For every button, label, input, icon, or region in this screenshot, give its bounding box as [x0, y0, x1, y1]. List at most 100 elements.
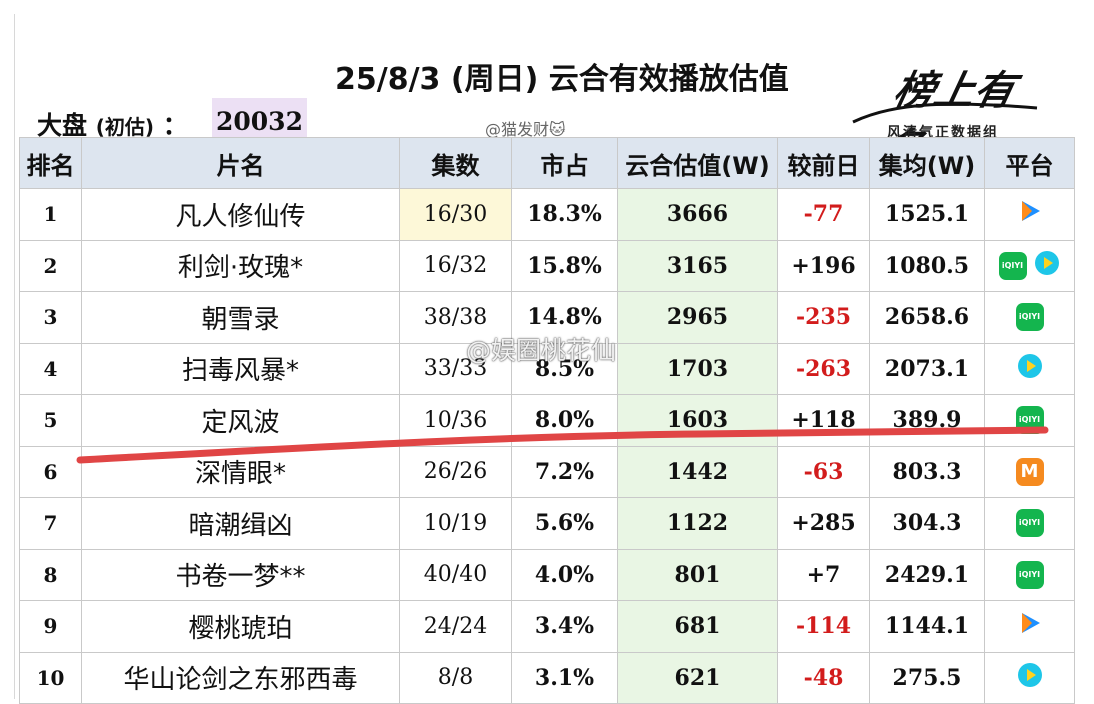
table-body: 1 凡人修仙传 16/30 18.3% 3666 -77 1525.1 2 利剑·玫瑰* 16/3…: [19, 188, 1075, 704]
episodes-cell: 8/8: [399, 651, 512, 704]
table-row: 9 樱桃琥珀 24/24 3.4% 681 -114 1144.1: [19, 600, 1075, 653]
platform-cell: [984, 188, 1075, 241]
col-rank-header: 排名: [19, 137, 82, 189]
iqiyi-icon: iQIYI: [1015, 406, 1044, 435]
share-cell: 7.2%: [511, 445, 618, 498]
title-cell: 利剑·玫瑰*: [81, 239, 400, 292]
col-avg-header: 集均(W): [869, 137, 985, 189]
share-cell: 3.4%: [511, 600, 618, 653]
total-label-text: 大盘: [37, 111, 88, 140]
episodes-cell: 26/26: [399, 445, 512, 498]
table-row: 7 暗潮缉凶 10/19 5.6% 1122 +285 304.3 iQIYI: [19, 497, 1075, 550]
title-cell: 深情眼*: [81, 445, 400, 498]
share-cell: 15.8%: [511, 239, 618, 292]
table-row: 2 利剑·玫瑰* 16/32 15.8% 3165 +196 1080.5 iQIYI: [19, 239, 1075, 292]
title-cell: 凡人修仙传: [81, 188, 400, 241]
col-share-header: 市占: [511, 137, 618, 189]
rank-cell: 2: [19, 239, 82, 292]
table-header-row: 排名 片名 集数 市占 云合估值(W) 较前日 集均(W) 平台: [19, 137, 1075, 189]
change-cell: +196: [777, 239, 870, 292]
episodes-cell: 38/38: [399, 291, 512, 344]
mango-tv-icon: M: [1015, 457, 1044, 486]
rank-cell: 8: [19, 548, 82, 601]
value-cell: 1603: [617, 394, 778, 447]
avg-cell: 275.5: [869, 651, 985, 704]
title-cell: 暗潮缉凶: [81, 497, 400, 550]
col-name-header: 片名: [81, 137, 400, 189]
avg-cell: 1525.1: [869, 188, 985, 241]
value-cell: 3165: [617, 239, 778, 292]
col-episodes-header: 集数: [399, 137, 512, 189]
share-cell: 3.1%: [511, 651, 618, 704]
rank-cell: 1: [19, 188, 82, 241]
episodes-cell: 24/24: [399, 600, 512, 653]
rank-cell: 7: [19, 497, 82, 550]
youku-icon: [1016, 661, 1044, 695]
episodes-cell: 40/40: [399, 548, 512, 601]
total-label-sub: (初估): [95, 115, 155, 139]
rank-cell: 10: [19, 651, 82, 704]
source-credit: @猫发财🐱: [485, 120, 566, 139]
title-cell: 书卷一梦**: [81, 548, 400, 601]
col-platform-header: 平台: [984, 137, 1075, 189]
table-row: 1 凡人修仙传 16/30 18.3% 3666 -77 1525.1: [19, 188, 1075, 241]
avg-cell: 389.9: [869, 394, 985, 447]
brand-logo: 榜上有名 风清气正数据组: [851, 54, 1041, 172]
platform-cell: iQIYI: [984, 394, 1075, 447]
platform-cell: iQIYI: [984, 291, 1075, 344]
episodes-cell: 33/33: [399, 342, 512, 395]
table-row: 3 朝雪录 38/38 14.8% 2965 -235 2658.6 iQIYI: [19, 291, 1075, 344]
avg-cell: 1080.5: [869, 239, 985, 292]
share-cell: 4.0%: [511, 548, 618, 601]
rank-cell: 6: [19, 445, 82, 498]
platform-cell: iQIYI: [984, 497, 1075, 550]
change-cell: -48: [777, 651, 870, 704]
avg-cell: 1144.1: [869, 600, 985, 653]
table-row: 10 华山论剑之东邪西毒 8/8 3.1% 621 -48 275.5: [19, 651, 1075, 704]
avg-cell: 2073.1: [869, 342, 985, 395]
tencent-video-icon: [1016, 609, 1044, 643]
youku-icon: [1033, 249, 1061, 283]
table-row: 8 书卷一梦** 40/40 4.0% 801 +7 2429.1 iQIYI: [19, 548, 1075, 601]
platform-cell: [984, 342, 1075, 395]
share-cell: 14.8%: [511, 291, 618, 344]
col-value-header: 云合估值(W): [617, 137, 778, 189]
value-cell: 1703: [617, 342, 778, 395]
share-cell: 18.3%: [511, 188, 618, 241]
value-cell: 801: [617, 548, 778, 601]
episodes-cell: 10/19: [399, 497, 512, 550]
rank-cell: 9: [19, 600, 82, 653]
total-label: 大盘 (初估) ：: [37, 106, 188, 142]
change-cell: +7: [777, 548, 870, 601]
tencent-video-icon: [1016, 197, 1044, 231]
title-cell: 华山论剑之东邪西毒: [81, 651, 400, 704]
avg-cell: 304.3: [869, 497, 985, 550]
value-cell: 1442: [617, 445, 778, 498]
iqiyi-icon: iQIYI: [1015, 560, 1044, 589]
share-cell: 8.0%: [511, 394, 618, 447]
avg-cell: 803.3: [869, 445, 985, 498]
platform-cell: [984, 600, 1075, 653]
share-cell: 5.6%: [511, 497, 618, 550]
iqiyi-icon: iQIYI: [998, 251, 1027, 280]
value-cell: 681: [617, 600, 778, 653]
iqiyi-icon: iQIYI: [1015, 509, 1044, 538]
platform-cell: M: [984, 445, 1075, 498]
weibo-watermark: @娱圈桃花仙: [466, 336, 617, 365]
change-cell: -235: [777, 291, 870, 344]
rank-cell: 5: [19, 394, 82, 447]
rank-cell: 4: [19, 342, 82, 395]
table-row: 5 定风波 10/36 8.0% 1603 +118 389.9 iQIYI: [19, 394, 1075, 447]
value-cell: 621: [617, 651, 778, 704]
platform-cell: [984, 651, 1075, 704]
change-cell: -63: [777, 445, 870, 498]
avg-cell: 2429.1: [869, 548, 985, 601]
value-cell: 1122: [617, 497, 778, 550]
total-label-colon: ：: [162, 111, 188, 140]
youku-icon: [1016, 352, 1044, 386]
page-title: 25/8/3 (周日) 云合有效播放估值: [335, 62, 789, 97]
platform-cell: iQIYI: [984, 239, 1075, 292]
ranking-table: 排名 片名 集数 市占 云合估值(W) 较前日 集均(W) 平台 1 凡人修仙传 16/30 18.…: [19, 137, 1075, 704]
col-change-header: 较前日: [777, 137, 870, 189]
episodes-cell: 16/32: [399, 239, 512, 292]
